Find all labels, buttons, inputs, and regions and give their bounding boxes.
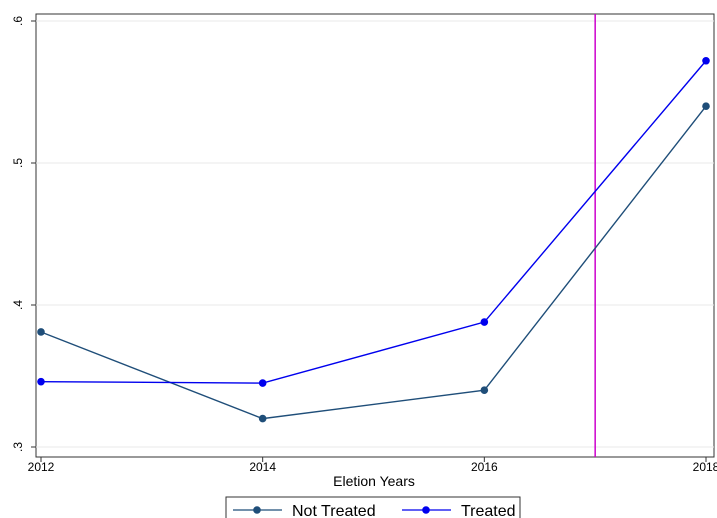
- data-point-treated: [37, 377, 45, 386]
- x-tick-label: 2016: [471, 460, 498, 474]
- data-point-not-treated: [702, 102, 710, 110]
- data-point-not-treated: [37, 328, 45, 336]
- y-axis: .3 .4 .5 .6: [11, 16, 36, 452]
- grid: [36, 20, 714, 448]
- x-tick-label: 2018: [693, 460, 717, 474]
- x-axis: 2012 2014 2016 2018: [28, 457, 717, 474]
- x-axis-title: Eletion Years: [333, 473, 415, 489]
- data-point-treated: [480, 318, 489, 326]
- legend-box: [225, 496, 521, 518]
- legend-marker-treated: [422, 506, 430, 514]
- y-tick-label: .3: [11, 442, 25, 452]
- data-point-treated: [702, 56, 710, 65]
- plot-area: [35, 13, 715, 458]
- series-line-treated: [40, 60, 707, 384]
- data-point-not-treated: [480, 386, 489, 395]
- y-tick-label: .4: [11, 300, 25, 310]
- series-line-not-treated: [40, 105, 707, 420]
- legend-marker-not-treated: [253, 506, 261, 514]
- x-tick-label: 2014: [249, 460, 276, 474]
- legend-label-not-treated: Not Treated: [292, 503, 376, 518]
- legend: Not Treated Treated: [225, 496, 521, 518]
- data-point-not-treated: [258, 414, 267, 423]
- y-tick-label: .5: [11, 158, 25, 168]
- y-tick-label: .6: [11, 16, 25, 26]
- series-group: [37, 56, 710, 423]
- legend-label-treated: Treated: [461, 503, 516, 518]
- x-tick-label: 2012: [28, 460, 55, 474]
- data-point-treated: [258, 379, 267, 387]
